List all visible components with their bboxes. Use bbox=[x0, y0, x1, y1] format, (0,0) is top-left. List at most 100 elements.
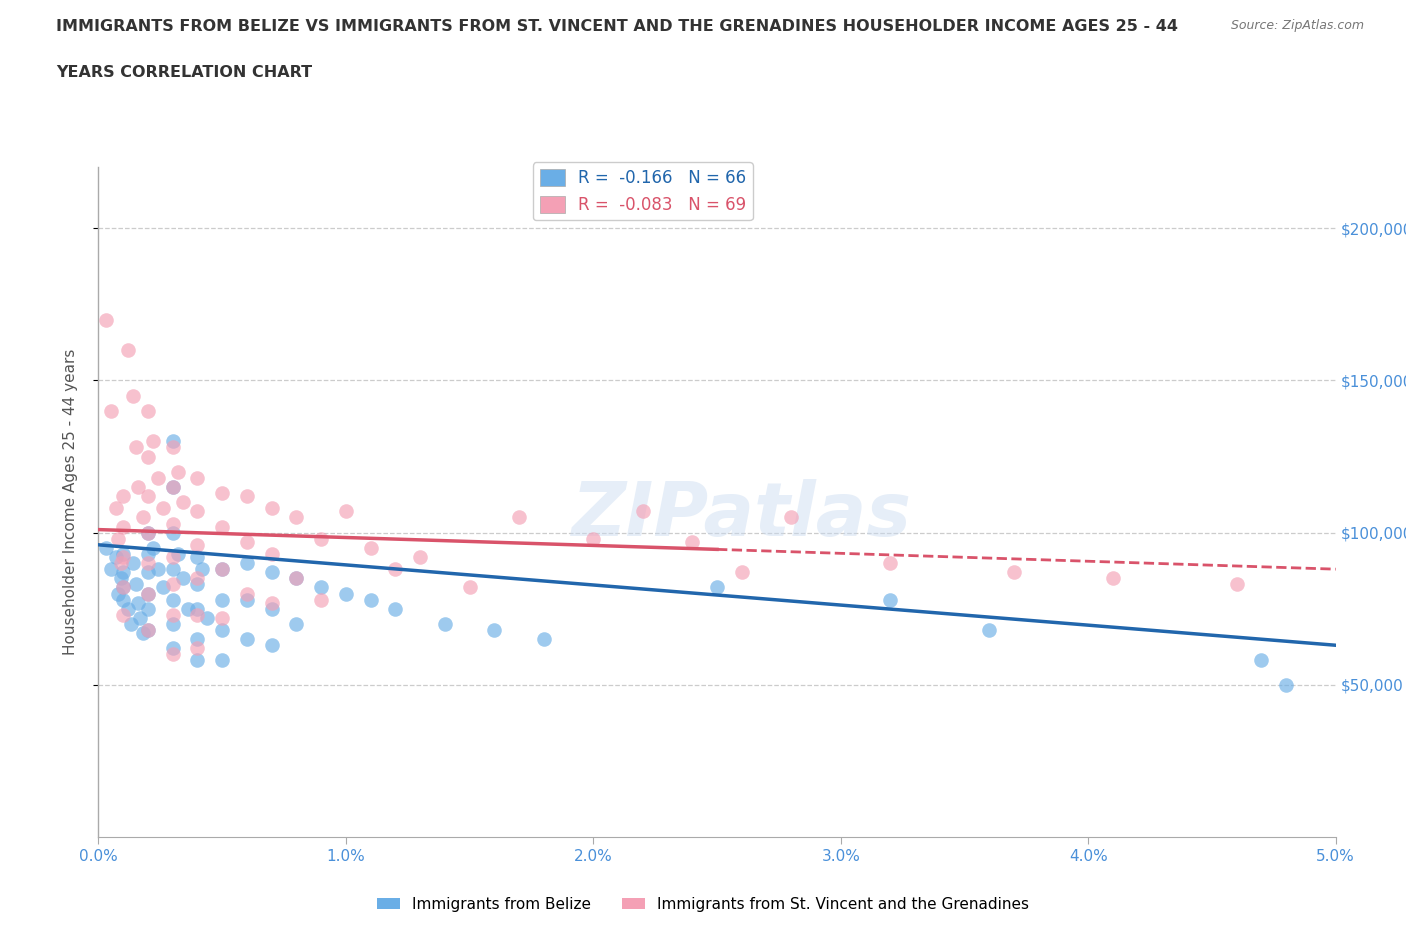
Point bbox=[484, 622, 506, 637]
Point bbox=[285, 571, 308, 586]
Point bbox=[731, 565, 754, 579]
Point bbox=[1250, 653, 1272, 668]
Point bbox=[136, 622, 159, 637]
Point bbox=[186, 653, 208, 668]
Point bbox=[146, 471, 169, 485]
Point bbox=[236, 586, 259, 601]
Point bbox=[152, 501, 174, 516]
Point bbox=[162, 516, 184, 531]
Text: Source: ZipAtlas.com: Source: ZipAtlas.com bbox=[1230, 19, 1364, 32]
Point bbox=[458, 580, 481, 595]
Point bbox=[100, 404, 122, 418]
Point bbox=[360, 592, 382, 607]
Point bbox=[309, 580, 332, 595]
Point bbox=[129, 610, 152, 625]
Point bbox=[162, 647, 184, 662]
Text: IMMIGRANTS FROM BELIZE VS IMMIGRANTS FROM ST. VINCENT AND THE GRENADINES HOUSEHO: IMMIGRANTS FROM BELIZE VS IMMIGRANTS FRO… bbox=[56, 19, 1178, 33]
Point bbox=[186, 504, 208, 519]
Point bbox=[142, 434, 165, 449]
Point bbox=[176, 602, 198, 617]
Point bbox=[110, 571, 132, 586]
Point bbox=[112, 547, 135, 562]
Point bbox=[285, 617, 308, 631]
Point bbox=[260, 595, 283, 610]
Point bbox=[236, 631, 259, 646]
Point bbox=[127, 480, 149, 495]
Point bbox=[162, 577, 184, 591]
Point bbox=[195, 610, 218, 625]
Point bbox=[211, 653, 233, 668]
Point bbox=[879, 592, 901, 607]
Point bbox=[211, 519, 233, 534]
Point bbox=[631, 504, 654, 519]
Point bbox=[335, 586, 357, 601]
Point bbox=[309, 592, 332, 607]
Point bbox=[112, 519, 135, 534]
Point bbox=[112, 580, 135, 595]
Point bbox=[211, 485, 233, 500]
Point bbox=[681, 535, 703, 550]
Point bbox=[211, 592, 233, 607]
Point bbox=[1002, 565, 1025, 579]
Point bbox=[533, 631, 555, 646]
Point bbox=[186, 641, 208, 656]
Point bbox=[127, 595, 149, 610]
Point bbox=[162, 562, 184, 577]
Point bbox=[117, 342, 139, 357]
Point bbox=[162, 434, 184, 449]
Point bbox=[236, 555, 259, 570]
Point bbox=[508, 510, 530, 525]
Point bbox=[136, 602, 159, 617]
Point bbox=[162, 440, 184, 455]
Point bbox=[132, 626, 155, 641]
Point bbox=[162, 607, 184, 622]
Point bbox=[122, 388, 145, 403]
Point bbox=[1102, 571, 1125, 586]
Point bbox=[1275, 677, 1298, 692]
Point bbox=[186, 631, 208, 646]
Point bbox=[335, 504, 357, 519]
Point bbox=[112, 592, 135, 607]
Point bbox=[166, 547, 188, 562]
Point bbox=[211, 610, 233, 625]
Point bbox=[136, 622, 159, 637]
Point bbox=[260, 547, 283, 562]
Point bbox=[162, 641, 184, 656]
Point bbox=[162, 480, 184, 495]
Point bbox=[260, 565, 283, 579]
Point bbox=[136, 404, 159, 418]
Point bbox=[384, 562, 406, 577]
Point bbox=[780, 510, 803, 525]
Point bbox=[112, 550, 135, 565]
Point bbox=[236, 592, 259, 607]
Point bbox=[433, 617, 456, 631]
Point bbox=[166, 464, 188, 479]
Point bbox=[112, 565, 135, 579]
Point bbox=[112, 580, 135, 595]
Point bbox=[136, 525, 159, 540]
Point bbox=[979, 622, 1001, 637]
Point bbox=[285, 510, 308, 525]
Point bbox=[112, 607, 135, 622]
Point bbox=[172, 495, 194, 510]
Point bbox=[146, 562, 169, 577]
Point bbox=[94, 540, 117, 555]
Point bbox=[104, 501, 127, 516]
Point bbox=[260, 602, 283, 617]
Point bbox=[94, 312, 117, 327]
Legend: Immigrants from Belize, Immigrants from St. Vincent and the Grenadines: Immigrants from Belize, Immigrants from … bbox=[371, 891, 1035, 918]
Point bbox=[236, 488, 259, 503]
Point bbox=[100, 562, 122, 577]
Point bbox=[172, 571, 194, 586]
Point bbox=[260, 638, 283, 653]
Point bbox=[107, 531, 129, 546]
Point bbox=[260, 501, 283, 516]
Point bbox=[162, 480, 184, 495]
Point bbox=[124, 577, 146, 591]
Point bbox=[706, 580, 728, 595]
Point bbox=[124, 440, 146, 455]
Point bbox=[191, 562, 214, 577]
Point bbox=[136, 565, 159, 579]
Point bbox=[136, 449, 159, 464]
Point bbox=[107, 586, 129, 601]
